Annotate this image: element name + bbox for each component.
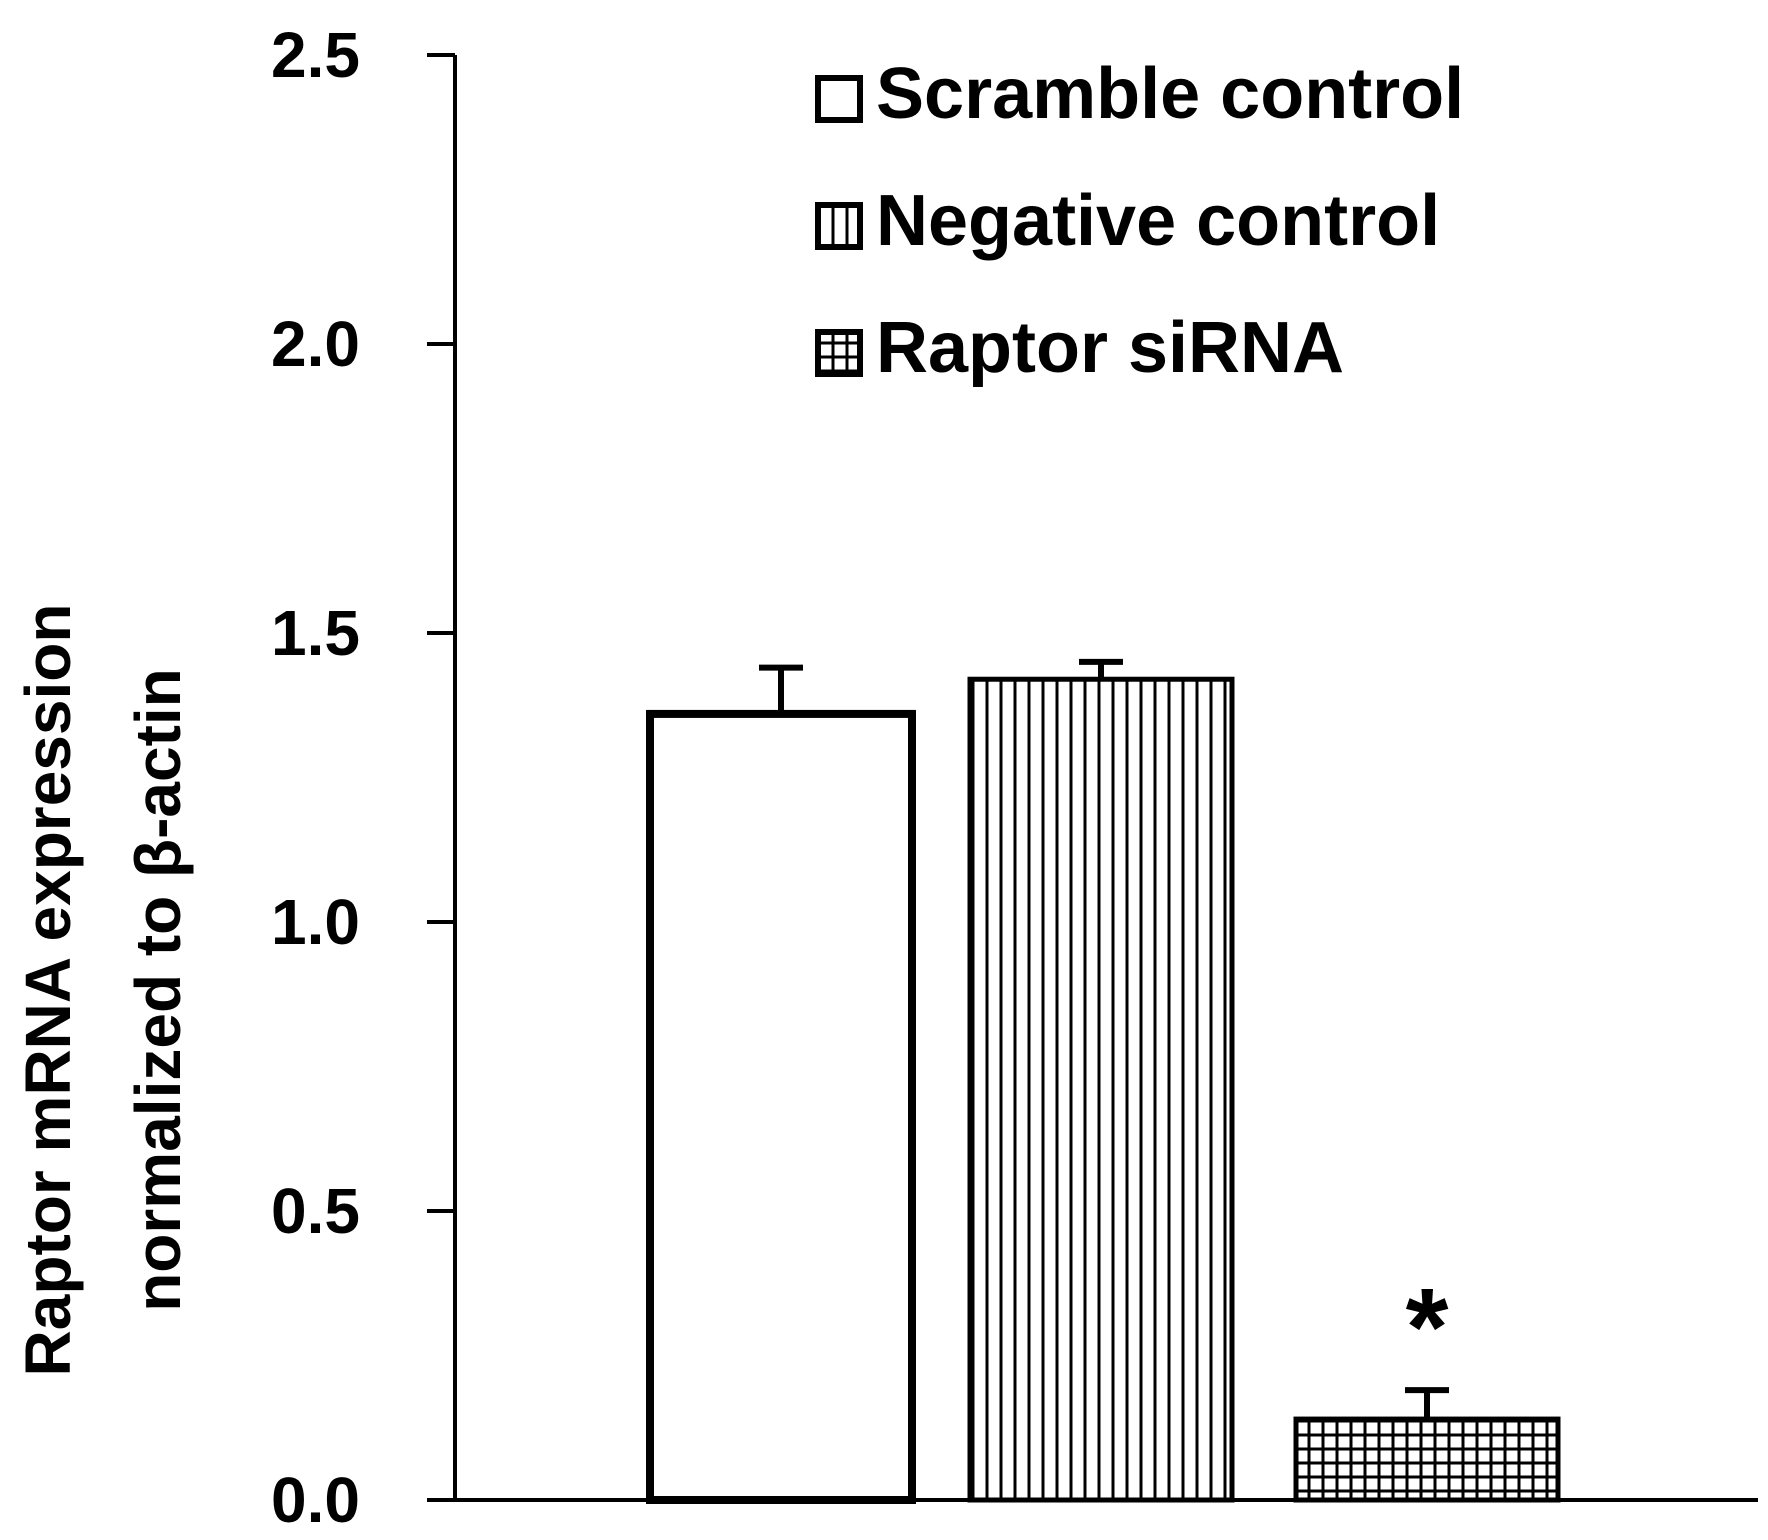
y-axis-title: Raptor mRNA expression normalized to β-a… — [12, 604, 194, 1377]
y-axis-title-line1: Raptor mRNA expression — [12, 604, 84, 1377]
legend-swatch — [815, 202, 863, 250]
legend-label: Raptor siRNA — [876, 308, 1344, 388]
y-tick-label: 2.0 — [271, 308, 360, 380]
error-bars — [759, 658, 1449, 1420]
legend-label: Scramble control — [876, 54, 1464, 134]
bar — [646, 709, 916, 1504]
bars — [646, 676, 1561, 1504]
legend-swatch — [815, 75, 863, 123]
y-tick-label: 1.0 — [271, 886, 360, 958]
bar — [967, 676, 1235, 1503]
y-tick-label: 2.5 — [271, 19, 360, 91]
y-tick-label: 0.0 — [271, 1464, 360, 1536]
y-tick-label: 1.5 — [271, 597, 360, 669]
y-ticks: 0.0 0.5 1.0 1.5 2.0 2.5 — [271, 19, 455, 1536]
y-tick-label: 0.5 — [271, 1175, 360, 1247]
legend: Scramble control Negative control Raptor s… — [815, 54, 1464, 388]
legend-swatch — [815, 329, 863, 377]
annotations: * — [1406, 1266, 1449, 1389]
y-axis-title-line2: normalized to β-actin — [122, 668, 194, 1312]
significance-asterisk: * — [1406, 1266, 1449, 1389]
bar — [1293, 1416, 1561, 1503]
legend-label: Negative control — [876, 181, 1440, 261]
